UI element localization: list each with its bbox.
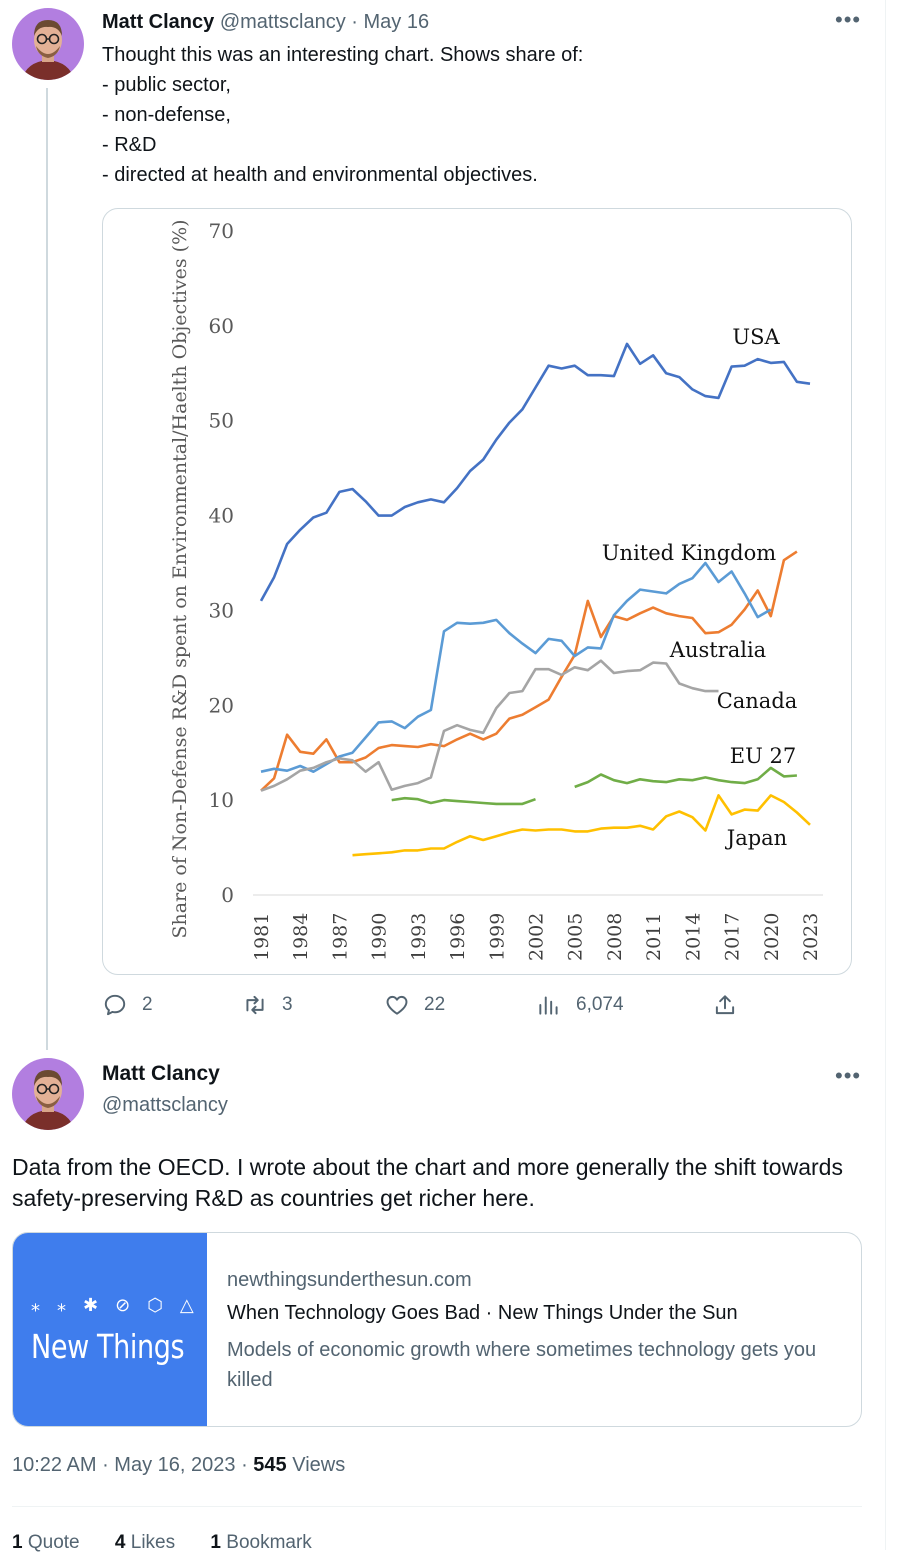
series-line-usa — [259, 342, 811, 602]
tweet-text-line: - directed at health and environmental o… — [102, 164, 538, 186]
series-line-canada — [260, 659, 719, 792]
series-label: USA — [732, 325, 780, 349]
link-thumbnail: ⁎ ⁎ ✱ ⊘ ⬡ △ New Things — [13, 1233, 207, 1426]
share-icon — [715, 995, 735, 1015]
separator-dot: · — [351, 11, 358, 33]
retweet-icon — [246, 995, 264, 1015]
tweet-text-line: - R&D — [102, 134, 157, 156]
x-tick-label: 2020 — [761, 913, 783, 961]
link-title: When Technology Goes Bad · New Things Un… — [227, 1302, 738, 1324]
bookmarks-link[interactable]: 1 Bookmark — [210, 1532, 311, 1553]
thumbnail-logo-text: New Things — [31, 1327, 185, 1366]
x-tick-label: 1993 — [408, 913, 430, 961]
like-icon — [386, 995, 408, 1015]
series-line-united-kingdom — [260, 550, 798, 792]
views-label: Views — [292, 1454, 346, 1476]
reply-icon — [104, 994, 126, 1016]
series-label: Canada — [717, 689, 798, 713]
y-tick-label: 40 — [209, 504, 234, 528]
author-handle[interactable]: @mattsclancy — [102, 1094, 228, 1116]
link-description: Models of economic growth where sometime… — [227, 1339, 817, 1391]
x-tick-label: 2008 — [604, 913, 626, 961]
x-tick-label: 2005 — [565, 913, 587, 961]
tweet-date[interactable]: May 16 — [363, 11, 430, 33]
author-name[interactable]: Matt Clancy — [102, 11, 215, 33]
x-tick-label: 1984 — [290, 913, 312, 961]
x-tick-label: 2014 — [682, 913, 704, 961]
y-tick-label: 20 — [209, 693, 234, 717]
share-button[interactable] — [712, 992, 752, 1018]
thread-connector-line — [46, 88, 48, 1050]
views-count: 6,074 — [576, 994, 624, 1015]
series-line-eu-27 — [391, 766, 797, 806]
author-name[interactable]: Matt Clancy — [102, 1062, 220, 1085]
x-tick-label: 1990 — [369, 913, 391, 961]
x-tick-label: 1987 — [329, 913, 351, 961]
views-count: 545 — [253, 1454, 287, 1476]
quotes-link[interactable]: 1 Quote — [12, 1532, 80, 1553]
tweet-text-line: Thought this was an interesting chart. S… — [102, 44, 584, 66]
more-icon[interactable]: ••• — [835, 1063, 862, 1088]
tweet-full-date[interactable]: May 16, 2023 — [114, 1454, 236, 1476]
y-tick-label: 60 — [209, 314, 234, 338]
bookmarks-label: Bookmark — [226, 1532, 312, 1553]
tweet-text-line: - non-defense, — [102, 104, 231, 126]
likes-count: 4 — [114, 1532, 126, 1553]
quotes-label: Quote — [27, 1532, 80, 1553]
tweet-meta: 10:22 AM · May 16, 2023 · 545 Views — [12, 1454, 346, 1476]
y-tick-label: 10 — [209, 788, 234, 812]
engagement-stats: 1 Quote 4 Likes 1 Bookmark — [12, 1532, 342, 1554]
like-count: 22 — [424, 994, 446, 1015]
y-tick-label: 0 — [221, 883, 234, 907]
divider — [12, 1506, 862, 1507]
retweet-count: 3 — [282, 994, 293, 1015]
tweet-text-line: - public sector, — [102, 74, 231, 96]
series-line-japan — [352, 794, 811, 857]
bookmarks-count: 1 — [210, 1532, 221, 1553]
series-label: United Kingdom — [602, 541, 776, 565]
likes-link[interactable]: 4 Likes — [115, 1532, 175, 1553]
line-chart: Share of Non-Defense R&D spent on Enviro… — [169, 219, 823, 961]
column-divider — [885, 0, 886, 1550]
link-domain: newthingsunderthesun.com — [227, 1269, 472, 1291]
series-label: Australia — [669, 638, 766, 662]
x-tick-label: 2011 — [643, 913, 665, 961]
likes-label: Likes — [130, 1532, 176, 1553]
x-tick-label: 1981 — [251, 913, 273, 961]
author-handle[interactable]: @mattsclancy — [219, 11, 346, 33]
series-line-australia — [260, 561, 772, 773]
series-label: EU 27 — [730, 744, 796, 768]
y-tick-label: 50 — [209, 409, 234, 433]
retweet-button[interactable]: 3 — [242, 992, 293, 1018]
chart-image[interactable]: Share of Non-Defense R&D spent on Enviro… — [102, 208, 852, 975]
tweet-time[interactable]: 10:22 AM — [12, 1454, 97, 1476]
tweet-text: Data from the OECD. I wrote about the ch… — [12, 1154, 843, 1211]
quotes-count: 1 — [12, 1532, 23, 1553]
reply-button[interactable]: 2 — [102, 992, 153, 1018]
thumbnail-symbols: ⁎ ⁎ ✱ ⊘ ⬡ △ — [31, 1295, 200, 1315]
x-tick-label: 2002 — [526, 913, 548, 961]
x-tick-label: 2017 — [722, 913, 744, 961]
tweet-text: Thought this was an interesting chart. S… — [102, 40, 583, 190]
y-axis-label: Share of Non-Defense R&D spent on Enviro… — [169, 219, 191, 938]
x-tick-label: 2023 — [800, 913, 822, 961]
link-preview-card[interactable]: ⁎ ⁎ ✱ ⊘ ⬡ △ New Things newthingsunderthe… — [12, 1232, 862, 1427]
series-label: Japan — [725, 826, 787, 850]
avatar[interactable] — [12, 1058, 84, 1130]
x-tick-label: 1999 — [486, 913, 508, 961]
like-button[interactable]: 22 — [384, 992, 445, 1018]
reply-count: 2 — [142, 994, 153, 1015]
more-icon[interactable]: ••• — [835, 7, 862, 32]
y-tick-label: 70 — [209, 219, 234, 243]
y-tick-label: 30 — [209, 598, 234, 622]
views-icon — [539, 996, 558, 1015]
avatar[interactable] — [12, 8, 84, 80]
views-button[interactable]: 6,074 — [536, 992, 624, 1018]
tweet-header: Matt Clancy @mattsclancy · May 16 — [102, 8, 429, 36]
x-tick-label: 1996 — [447, 913, 469, 961]
